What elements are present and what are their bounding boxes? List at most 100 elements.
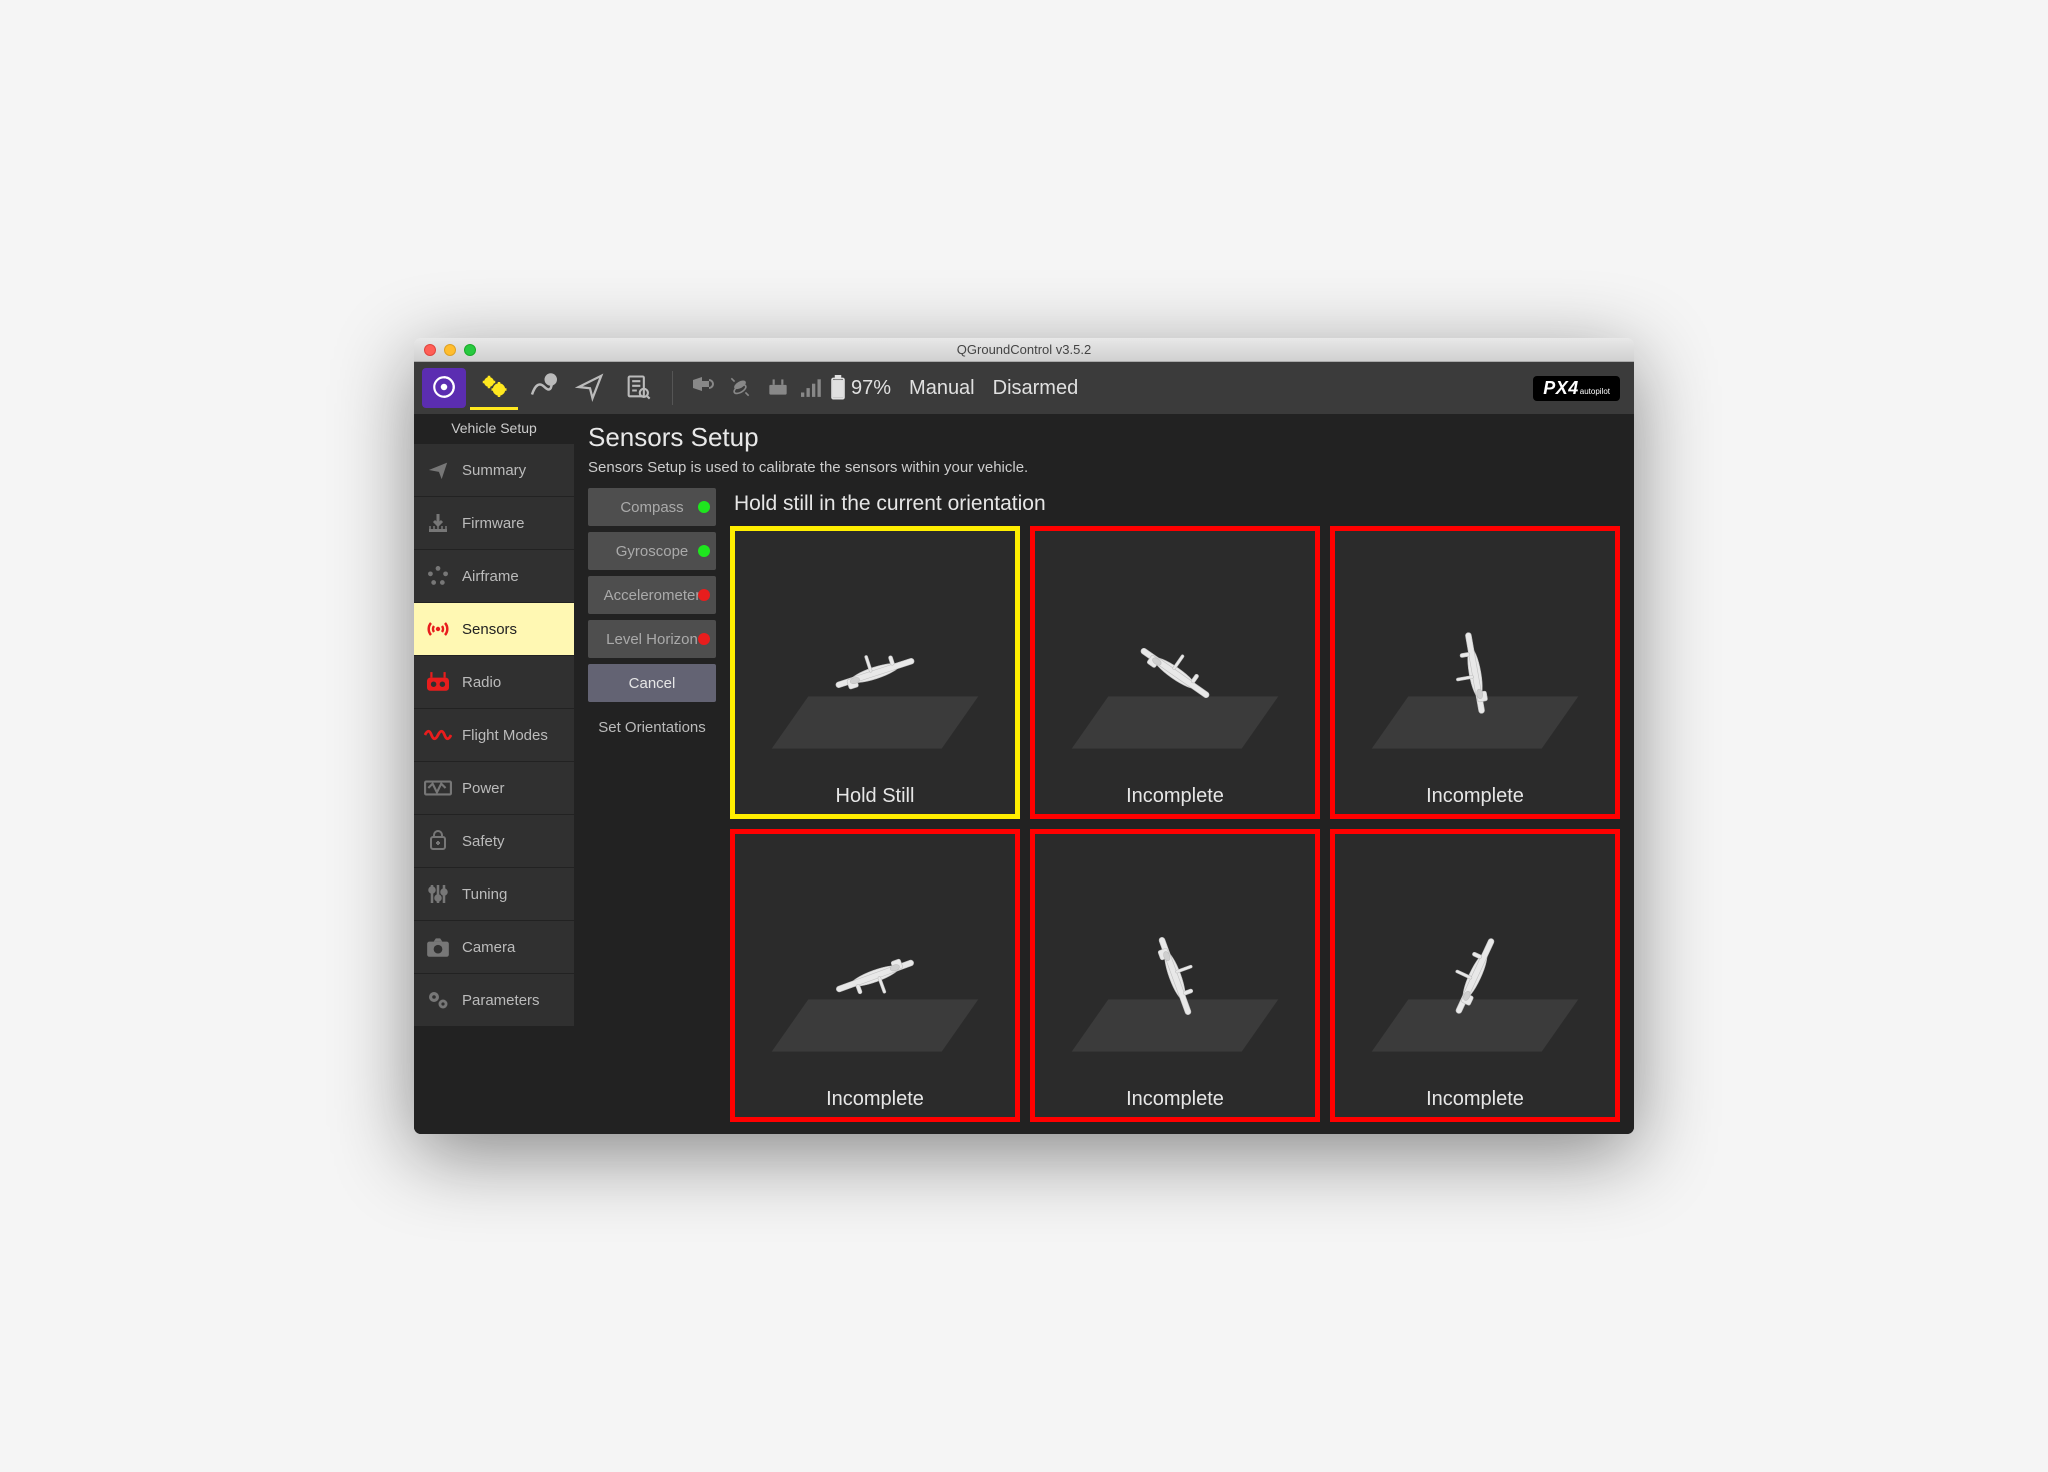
battery-percent: 97% (851, 377, 891, 400)
status-dot-icon (698, 589, 710, 601)
app-home-button[interactable] (422, 368, 466, 408)
content-area: Vehicle Setup Summary Firmware Airframe … (414, 414, 1634, 1134)
main-body: Compass Gyroscope Accelerometer Level Horiz… (574, 482, 1634, 1134)
messages-icon[interactable] (683, 366, 721, 410)
page-subtitle: Sensors Setup is used to calibrate the s… (588, 459, 1620, 476)
status-group: 97% Manual Disarmed (829, 375, 1078, 401)
orientation-cell-label: Incomplete (1426, 1084, 1524, 1117)
sidebar-item-label: Firmware (462, 515, 525, 532)
calibration-area: Hold still in the current orientation Ho… (724, 482, 1634, 1134)
sidebar-item-label: Radio (462, 674, 501, 691)
analyze-view-button[interactable] (614, 366, 662, 410)
sidebar-item-airframe[interactable]: Airframe (414, 550, 574, 603)
sidebar-item-label: Flight Modes (462, 727, 548, 744)
sidebar-item-sensors[interactable]: Sensors (414, 603, 574, 656)
status-dot-icon (698, 633, 710, 645)
svg-text:B: B (548, 376, 553, 385)
sidebar-item-radio[interactable]: Radio (414, 656, 574, 709)
sidebar-item-flight-modes[interactable]: Flight Modes (414, 709, 574, 762)
sidebar-item-label: Power (462, 780, 505, 797)
sensor-tab-label: Level Horizon (606, 631, 698, 648)
plane-illustration (1035, 834, 1315, 1117)
setup-view-button[interactable] (470, 366, 518, 410)
sensor-tab-accelerometer[interactable]: Accelerometer (588, 576, 716, 614)
rc-icon[interactable] (759, 366, 797, 410)
status-dot-icon (698, 501, 710, 513)
sliders-icon (424, 880, 452, 908)
maximize-icon[interactable] (464, 344, 476, 356)
plane-illustration (735, 531, 1015, 814)
vehicle-setup-sidebar: Vehicle Setup Summary Firmware Airframe … (414, 414, 574, 1134)
sensor-tab-label: Set Orientations (598, 719, 706, 736)
minimize-icon[interactable] (444, 344, 456, 356)
top-toolbar: B 97% (414, 362, 1634, 414)
window-controls (414, 344, 476, 356)
close-icon[interactable] (424, 344, 436, 356)
plane-illustration (1335, 531, 1615, 814)
sidebar-item-power[interactable]: Power (414, 762, 574, 815)
titlebar: QGroundControl v3.5.2 (414, 338, 1634, 362)
orientation-cell-tailstand: Incomplete (1330, 526, 1620, 819)
wave-icon (424, 721, 452, 749)
orientation-cell-nosedown: Incomplete (1030, 526, 1320, 819)
telemetry-icon[interactable] (797, 366, 827, 410)
download-icon (424, 509, 452, 537)
battery-status: 97% (829, 375, 891, 401)
fly-view-button[interactable] (566, 366, 614, 410)
instruction-text: Hold still in the current orientation (734, 492, 1620, 516)
plane-illustration (1335, 834, 1615, 1117)
sensor-tab-level-horizon[interactable]: Level Horizon (588, 620, 716, 658)
sensor-tab-label: Gyroscope (616, 543, 689, 560)
sensor-tab-label: Cancel (629, 675, 676, 692)
sidebar-item-label: Summary (462, 462, 526, 479)
brand-text: PX4 (1543, 378, 1579, 399)
orientation-cell-rightside: Incomplete (1330, 829, 1620, 1122)
gps-icon[interactable] (721, 366, 759, 410)
app-body: B 97% (414, 362, 1634, 1134)
battery-icon (829, 375, 847, 401)
sidebar-item-parameters[interactable]: Parameters (414, 974, 574, 1027)
plane-illustration (1035, 531, 1315, 814)
sensor-tab-column: Compass Gyroscope Accelerometer Level Horiz… (574, 482, 724, 1134)
sidebar-item-label: Airframe (462, 568, 519, 585)
brand-subtext: autopilot (1580, 387, 1610, 396)
sidebar-item-firmware[interactable]: Firmware (414, 497, 574, 550)
main-header: Sensors Setup Sensors Setup is used to c… (574, 414, 1634, 482)
sidebar-item-safety[interactable]: Safety (414, 815, 574, 868)
power-icon (424, 774, 452, 802)
radar-icon (424, 615, 452, 643)
orientation-cell-leftside: Incomplete (1030, 829, 1320, 1122)
sensor-tab-gyroscope[interactable]: Gyroscope (588, 532, 716, 570)
sensor-tab-label: Accelerometer (604, 587, 701, 604)
status-dot-icon (698, 545, 710, 557)
plane-illustration (735, 834, 1015, 1117)
page-title: Sensors Setup (588, 422, 1620, 453)
orientation-cell-label: Incomplete (1126, 1084, 1224, 1117)
sidebar-item-tuning[interactable]: Tuning (414, 868, 574, 921)
orientation-cell-inverted: Incomplete (730, 829, 1020, 1122)
sidebar-item-label: Tuning (462, 886, 507, 903)
sidebar-item-label: Parameters (462, 992, 540, 1009)
plane-icon (424, 456, 452, 484)
sidebar-item-camera[interactable]: Camera (414, 921, 574, 974)
orientation-cell-label: Incomplete (1426, 781, 1524, 814)
orientation-cell-label: Hold Still (836, 781, 915, 814)
plan-view-button[interactable]: B (518, 366, 566, 410)
sensor-tab-compass[interactable]: Compass (588, 488, 716, 526)
radio-icon (424, 668, 452, 696)
orientation-cell-label: Incomplete (1126, 781, 1224, 814)
gears-icon (424, 986, 452, 1014)
arm-state-label[interactable]: Disarmed (993, 377, 1079, 400)
orientation-cell-level: Hold Still (730, 526, 1020, 819)
sensor-tab-cancel[interactable]: Cancel (588, 664, 716, 702)
flight-mode-label[interactable]: Manual (909, 377, 975, 400)
orientation-grid: Hold Still Incomplete Incomplete (730, 526, 1620, 1122)
main-panel: Sensors Setup Sensors Setup is used to c… (574, 414, 1634, 1134)
sensor-tab-set-orientations[interactable]: Set Orientations (588, 708, 716, 746)
sidebar-item-label: Safety (462, 833, 505, 850)
sidebar-item-summary[interactable]: Summary (414, 444, 574, 497)
app-window: QGroundControl v3.5.2 B (414, 338, 1634, 1134)
toolbar-separator (672, 371, 673, 405)
safety-icon (424, 827, 452, 855)
orientation-cell-label: Incomplete (826, 1084, 924, 1117)
